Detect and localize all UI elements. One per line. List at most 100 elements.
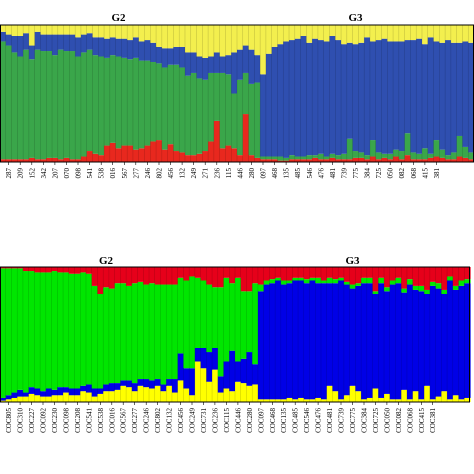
bar-segment-green [68,273,76,389]
bar-segment-blue [114,383,121,390]
bar-segment-red [223,267,230,278]
bar-segment-red [303,267,311,280]
bar-segment-blue [167,48,175,65]
bar-segment-yellow [0,400,7,402]
bar-segment-red [97,267,104,294]
bar-segment-green [289,155,296,160]
bar-segment-blue [315,283,322,398]
tick-label: 277 [132,168,140,179]
bar-segment-yellow [326,385,334,402]
bar-segment-green [231,93,238,149]
bar-segment-red [86,151,94,162]
tick-label: 481 [329,168,337,179]
structure-plot-bottom: G2 G3 COC805 COC310 COC227 COC092 COC230 COC098… [0,255,471,433]
bar-segment-blue [57,387,64,396]
bar-segment-red [242,114,250,162]
bar-segment-red [17,159,24,162]
bar-segment-red [108,267,116,289]
bar-segment-yellow [398,25,406,42]
bar-segment-green [341,153,348,160]
bar-segment-yellow [179,25,186,47]
bar-segment-blue [375,40,383,153]
bar-segment-green [283,157,290,161]
bar-segment-yellow [5,399,13,402]
bar-segment-red [269,267,276,280]
bar-segment-green [202,79,209,152]
bar-segment-red [381,157,388,162]
bar-segment-blue [92,37,99,56]
bar-segment-blue [213,52,221,73]
bar-segment-red [286,267,293,281]
bar-segment-green [40,51,47,160]
bar-segment-blue [200,348,207,369]
bar-segment-green [352,151,359,158]
bar-segment-green [393,149,400,157]
bar-segment-yellow [312,25,319,39]
bar-segment-green [120,283,127,381]
bar-segment-yellow [98,25,105,38]
bar-segment-yellow [75,25,82,38]
bar-segment-green [196,78,203,154]
bar-segment-blue [421,44,429,149]
bar-segment-green [329,153,336,158]
bar-segment-blue [132,37,140,58]
bar-segment-green [63,51,70,158]
bar-segment-green [213,72,221,121]
bar-segment-green [445,155,452,160]
bar-segment-green [401,288,408,293]
bar-segment-green [395,277,402,284]
tick-label: 725 [375,168,383,179]
bar-segment-blue [254,55,261,83]
tick-label: 476 [317,168,325,179]
bar-segment-red [103,267,110,288]
bar-segment-red [212,267,219,288]
bar-segment-green [161,67,169,150]
bar-segment-yellow [242,25,250,46]
bar-segment-yellow [306,25,313,43]
group-label: G2 [111,12,126,24]
bar-segment-yellow [156,25,163,47]
bar-segment-yellow [231,25,238,53]
bar-segment-green [11,268,18,393]
bar-segment-green [200,280,207,348]
bar-segment-blue [126,380,133,388]
bar-segment-yellow [0,25,7,32]
bar-segment-green [190,72,198,156]
bar-segment-red [154,267,162,285]
bar-segment-red [34,267,41,273]
bar-segment-green [225,74,232,146]
bar-segment-blue [441,294,448,392]
bar-segment-red [23,159,30,162]
bar-segment-yellow [40,396,47,402]
bar-segment-green [80,272,87,386]
bar-segment-blue [355,285,362,392]
bar-segment-green [254,82,261,158]
bar-segment-yellow [323,25,331,42]
bar-segment-red [312,157,319,162]
bar-segment-red [361,267,368,278]
bar-segment-green [450,152,458,160]
bar-segment-yellow [375,25,383,41]
tick-label: COC050 [383,408,391,433]
tick-label: 097 [260,168,268,179]
tick-label: COC415 [418,408,426,433]
bar-segment-blue [456,42,464,136]
bar-segment-red [435,267,442,284]
bar-segment-green [69,51,76,160]
bar-segment-blue [369,41,377,141]
bar-segment-green [212,287,219,348]
bar-segment-red [121,145,128,162]
bar-segment-green [366,277,374,284]
bar-segment-yellow [364,25,371,38]
bar-segment-blue [303,283,311,400]
tick-label: 485 [294,168,302,179]
tick-label: 468 [271,168,279,179]
bar-segment-yellow [208,25,215,57]
bar-segment-green [34,272,41,389]
bar-segment-blue [80,385,87,392]
bar-segment-yellow [46,25,53,35]
bar-segment-red [17,267,24,269]
bar-segment-red [127,145,134,162]
bar-segment-blue [34,388,41,396]
bar-segment-yellow [317,25,325,41]
